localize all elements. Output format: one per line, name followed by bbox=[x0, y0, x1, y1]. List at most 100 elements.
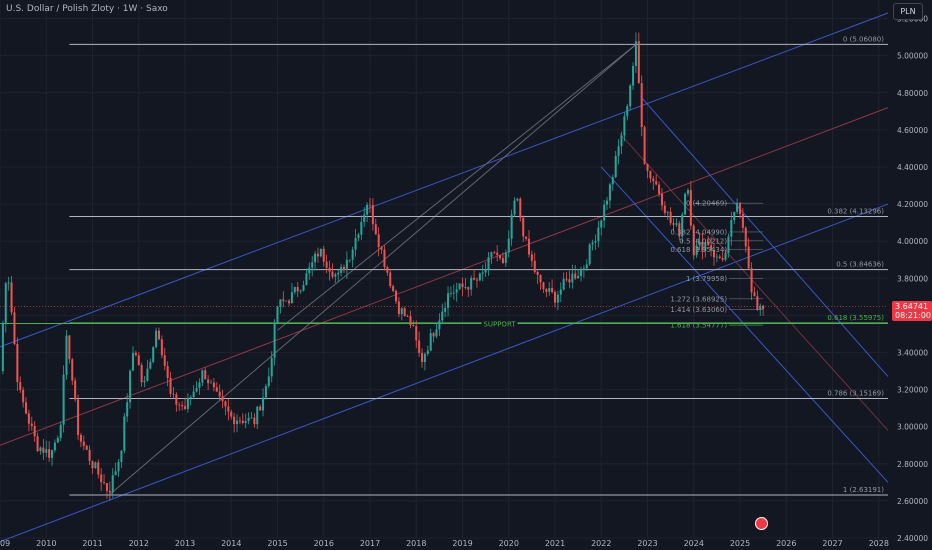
currency-button[interactable]: PLN bbox=[893, 3, 923, 20]
candle-body bbox=[140, 365, 143, 383]
candle-body bbox=[646, 163, 649, 171]
candle-body bbox=[426, 350, 429, 354]
candle-body bbox=[588, 244, 591, 265]
candle-body bbox=[366, 204, 369, 215]
candle-body bbox=[423, 353, 426, 362]
x-tick-label: 2018 bbox=[406, 539, 426, 548]
candle-body bbox=[308, 267, 311, 274]
candle-body bbox=[114, 471, 117, 476]
candle-body bbox=[276, 306, 279, 323]
candle-body bbox=[85, 445, 88, 450]
candle-body bbox=[762, 305, 765, 310]
candle-body bbox=[473, 278, 476, 280]
candle-body bbox=[406, 316, 409, 317]
candle-body bbox=[65, 335, 68, 375]
x-tick-label: 2016 bbox=[314, 539, 334, 548]
candle-body bbox=[658, 184, 661, 194]
candle-body bbox=[221, 396, 224, 402]
candle-body bbox=[629, 85, 632, 107]
x-tick-label: 2017 bbox=[360, 539, 380, 548]
candle-body bbox=[551, 287, 554, 293]
x-tick-label: 2013 bbox=[175, 539, 195, 548]
symbol-title[interactable]: U.S. Dollar / Polish Zloty · 1W · Saxo bbox=[6, 4, 168, 14]
candle-body bbox=[262, 397, 265, 411]
fib-ext-label: 1.272 (3.68925) bbox=[670, 295, 727, 303]
candle-body bbox=[632, 66, 635, 86]
candle-body bbox=[97, 462, 100, 475]
candle-body bbox=[134, 352, 137, 356]
candle-body bbox=[33, 425, 36, 437]
fib-level-label: 0 (5.06080) bbox=[843, 35, 884, 43]
candle-body bbox=[285, 300, 288, 302]
candle-body bbox=[56, 437, 59, 443]
candle-body bbox=[510, 214, 513, 239]
candle-body bbox=[215, 387, 218, 392]
candle-body bbox=[470, 278, 473, 290]
candle-body bbox=[464, 287, 467, 288]
candle-body bbox=[675, 223, 678, 225]
diagonal-low bbox=[277, 44, 637, 331]
candle-body bbox=[36, 436, 39, 452]
candle-body bbox=[487, 257, 490, 270]
candle-body bbox=[267, 376, 270, 386]
candle-body bbox=[299, 290, 302, 292]
candle-body bbox=[715, 256, 718, 258]
candle-body bbox=[71, 359, 74, 381]
candle-body bbox=[331, 271, 334, 277]
candle-body bbox=[79, 434, 82, 442]
candle-body bbox=[458, 283, 461, 290]
candle-body bbox=[421, 352, 424, 362]
candle-body bbox=[730, 220, 733, 237]
candle-body bbox=[88, 449, 91, 461]
candle-body bbox=[325, 261, 328, 268]
candle-body bbox=[201, 370, 204, 383]
candle-body bbox=[698, 242, 701, 246]
candle-body bbox=[357, 234, 360, 239]
last-price-tag: 3.64741 08:21:00 bbox=[892, 300, 932, 321]
candle-body bbox=[686, 190, 689, 194]
candle-body bbox=[565, 278, 568, 280]
candle-body bbox=[163, 355, 166, 366]
candle-body bbox=[571, 273, 574, 283]
candle-body bbox=[157, 330, 160, 340]
candle-body bbox=[227, 406, 230, 412]
candle-body bbox=[718, 256, 721, 259]
candle-body bbox=[195, 388, 198, 392]
candle-body bbox=[253, 417, 256, 425]
candle-body bbox=[123, 416, 126, 451]
candle-body bbox=[256, 406, 259, 425]
candle-body bbox=[475, 279, 478, 281]
candle-body bbox=[392, 286, 395, 291]
candle-body bbox=[351, 249, 354, 260]
candle-body bbox=[131, 352, 134, 371]
us-flag-event-icon[interactable] bbox=[755, 517, 768, 530]
candle-body bbox=[484, 269, 487, 273]
channel-upper bbox=[0, 12, 889, 348]
candle-body bbox=[681, 214, 684, 237]
candle-body bbox=[59, 424, 62, 438]
candle-body bbox=[516, 198, 519, 201]
candle-body bbox=[293, 287, 296, 293]
x-tick-label: 2019 bbox=[452, 539, 472, 548]
y-tick-label: 4.80000 bbox=[897, 89, 928, 98]
candle-body bbox=[553, 292, 557, 303]
candle-body bbox=[395, 290, 398, 302]
candle-body bbox=[82, 441, 85, 446]
candle-body bbox=[186, 397, 189, 409]
candle-body bbox=[319, 248, 322, 257]
candle-body bbox=[415, 326, 418, 341]
candle-body bbox=[432, 333, 435, 337]
candle-body bbox=[282, 299, 285, 302]
candle-body bbox=[542, 282, 545, 290]
candle-body bbox=[490, 252, 493, 258]
candle-body bbox=[19, 382, 22, 390]
candle-body bbox=[501, 258, 504, 263]
x-tick-label: 2014 bbox=[221, 539, 241, 548]
candle-body bbox=[100, 474, 103, 483]
candle-body bbox=[533, 260, 536, 272]
candle-body bbox=[663, 205, 666, 213]
candle-body bbox=[712, 250, 715, 258]
candle-body bbox=[247, 417, 250, 422]
